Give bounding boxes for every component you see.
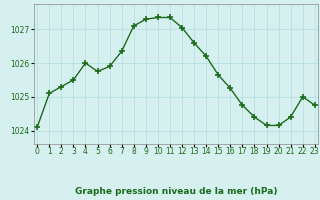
Text: Graphe pression niveau de la mer (hPa): Graphe pression niveau de la mer (hPa): [75, 187, 277, 196]
